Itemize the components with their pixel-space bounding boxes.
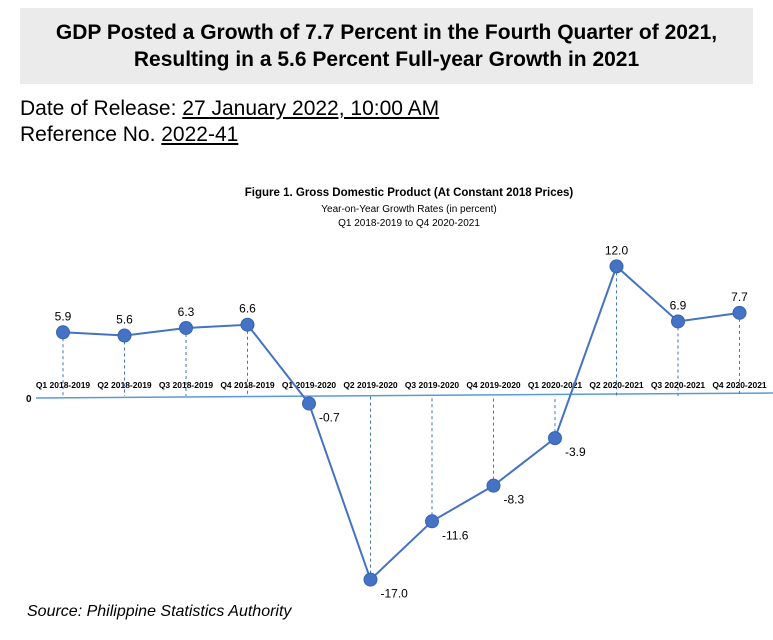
gdp-growth-series-line <box>62 264 740 582</box>
data-label: -0.7 <box>319 411 340 425</box>
category-label: Q4 2020-2021 <box>712 380 767 390</box>
data-label: 12.0 <box>605 243 629 257</box>
zero-baseline <box>35 392 773 399</box>
category-label: Q2 2019-2020 <box>343 380 398 390</box>
data-label: 5.9 <box>55 309 72 323</box>
data-point <box>179 320 193 335</box>
category-label: Q2 2018-2019 <box>97 380 152 390</box>
data-point <box>302 396 316 411</box>
source-note: Source: Philippine Statistics Authority <box>27 603 292 620</box>
data-label: -17.0 <box>381 587 409 600</box>
chart-subtitle: Year-on-Year Growth Rates (in percent) <box>321 204 496 215</box>
headline-line-2: Resulting in a 5.6 Percent Full-year Gro… <box>133 48 640 71</box>
data-point <box>732 305 747 320</box>
release-date-value: 27 January 2022, 10:00 AM <box>182 97 440 120</box>
data-point <box>425 514 439 529</box>
data-point <box>117 328 132 343</box>
data-label: -3.9 <box>565 445 586 459</box>
release-date-row: Date of Release: 27 January 2022, 10:00 … <box>20 97 439 121</box>
data-label: -11.6 <box>442 528 469 542</box>
chart-title: Figure 1. Gross Domestic Product (At Con… <box>245 187 574 199</box>
data-point <box>609 259 624 274</box>
category-label: Q1 2020-2021 <box>528 380 583 390</box>
category-label: Q4 2019-2020 <box>466 380 521 390</box>
reference-row: Reference No. 2022-41 <box>20 123 238 147</box>
category-label: Q2 2020-2021 <box>589 380 644 390</box>
data-point <box>486 478 501 493</box>
headline-box: GDP Posted a Growth of 7.7 Percent in th… <box>20 8 753 84</box>
category-label: Q1 2019-2020 <box>282 380 337 390</box>
headline-line-1: GDP Posted a Growth of 7.7 Percent in th… <box>55 21 718 44</box>
data-label: 5.6 <box>116 313 133 327</box>
data-label: -8.3 <box>504 493 525 507</box>
data-point <box>363 572 378 587</box>
category-label: Q3 2018-2019 <box>159 380 214 390</box>
category-label: Q3 2020-2021 <box>651 380 706 390</box>
data-point <box>240 317 255 332</box>
gdp-growth-chart: Figure 1. Gross Domestic Product (At Con… <box>26 187 773 600</box>
category-label: Q4 2018-2019 <box>220 380 275 390</box>
data-point <box>548 431 562 446</box>
data-label: 6.9 <box>670 298 687 312</box>
data-label: 7.7 <box>731 290 748 304</box>
release-date-label: Date of Release: <box>20 97 177 120</box>
data-label: 6.6 <box>239 302 256 316</box>
zero-label: 0 <box>26 394 32 405</box>
data-point <box>671 314 685 329</box>
reference-label: Reference No. <box>20 123 156 146</box>
category-label: Q1 2018-2019 <box>36 380 91 390</box>
data-label: 6.3 <box>178 305 195 319</box>
category-label: Q3 2019-2020 <box>405 380 460 390</box>
data-point <box>56 325 70 340</box>
chart-subtitle-range: Q1 2018-2019 to Q4 2020-2021 <box>338 218 480 229</box>
reference-value: 2022-41 <box>161 123 239 146</box>
